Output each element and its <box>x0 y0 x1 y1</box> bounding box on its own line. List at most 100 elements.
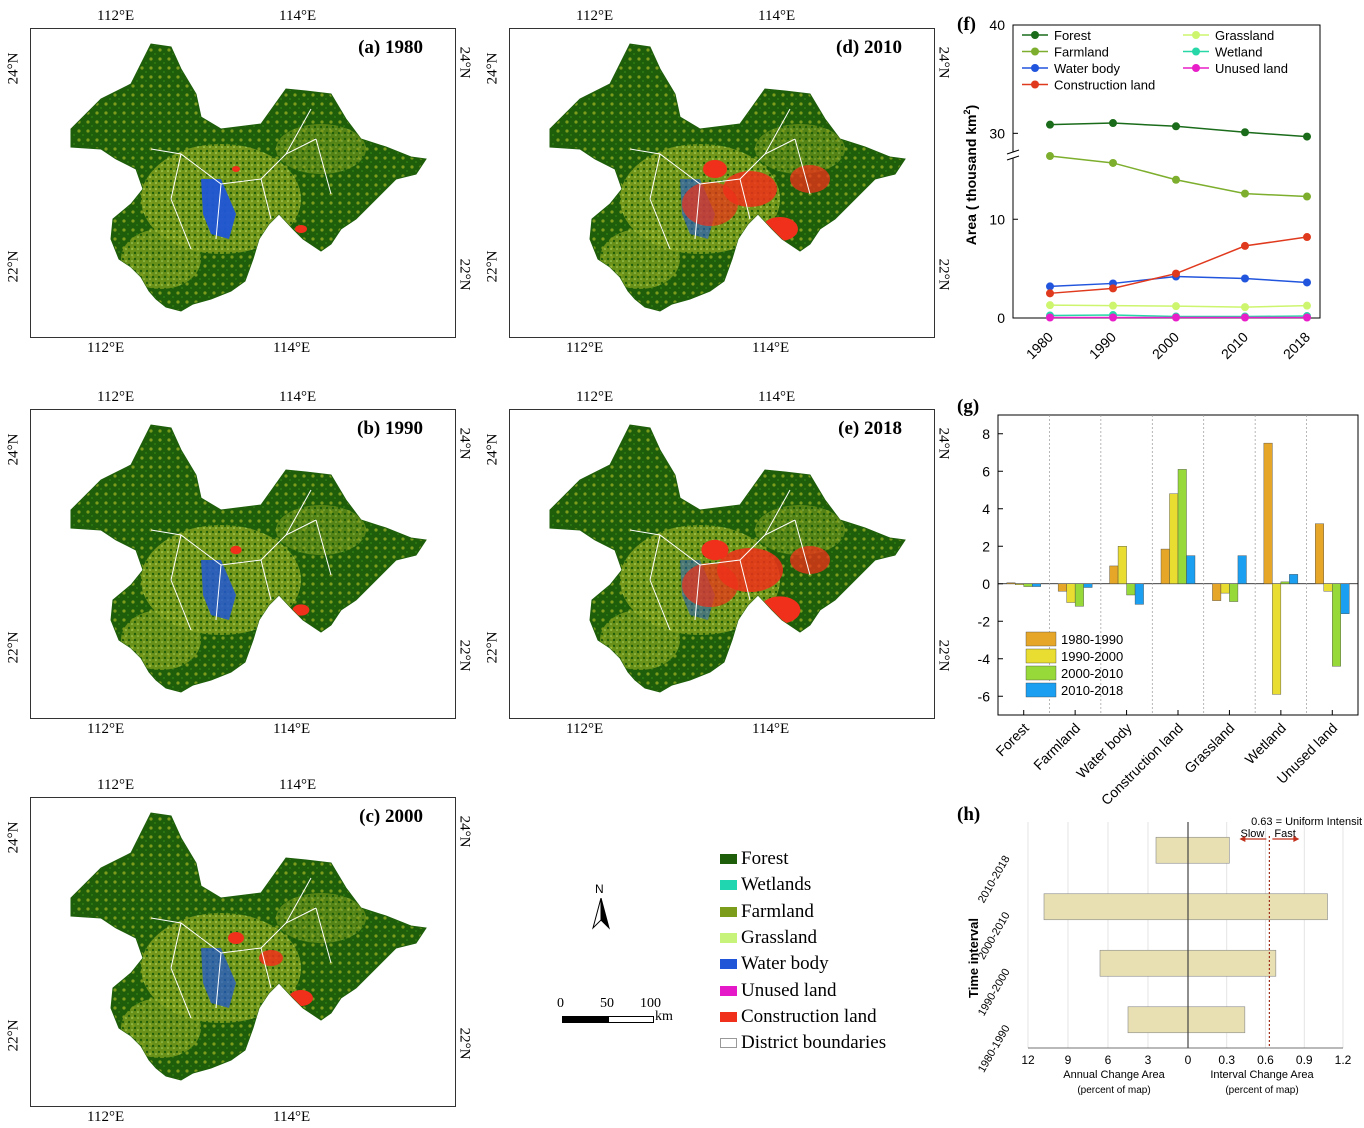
data-point <box>1109 158 1117 167</box>
legend-swatch <box>720 985 737 996</box>
data-point <box>1046 313 1054 322</box>
y-tick-label: 4 <box>982 501 990 517</box>
legend-marker <box>1192 31 1200 39</box>
legend-swatch <box>720 933 737 944</box>
legend-marker <box>1031 80 1039 89</box>
data-point <box>1303 278 1311 287</box>
series-line <box>1049 155 1308 198</box>
y-axis-label-sup: 2 <box>962 109 972 114</box>
map-title: (d) 2010 <box>836 37 902 58</box>
data-point <box>1172 122 1180 131</box>
data-point <box>1172 175 1180 184</box>
data-point <box>1303 132 1311 141</box>
bar <box>1032 583 1041 587</box>
y-tick-label: 30 <box>989 125 1005 141</box>
data-point <box>1241 241 1249 250</box>
legend-label: 1990-2000 <box>1061 649 1123 664</box>
legend-label: Farmland <box>741 900 814 922</box>
interval-bar <box>1187 836 1230 864</box>
bar <box>1289 574 1299 584</box>
y-tick-label: 8 <box>982 426 990 442</box>
legend-label: Water body <box>741 953 829 975</box>
bar <box>1315 523 1324 584</box>
legend-marker <box>1192 64 1200 72</box>
legend-label: Water body <box>1054 61 1120 76</box>
x-tick-label: 1980 <box>1023 329 1056 362</box>
uniform-intensity-label: 0.63 = Uniform Intensity <box>1251 816 1362 828</box>
data-point <box>1303 301 1311 310</box>
lon-label-top-left: 112°E <box>97 777 135 793</box>
interval-bar <box>1187 893 1328 921</box>
data-point <box>1241 274 1249 283</box>
lat-label-right-top: 24°N <box>935 46 952 79</box>
y-tick-label: -2 <box>978 613 991 629</box>
lon-label-top-left: 112°E <box>576 389 614 405</box>
north-arrow-icon <box>592 898 610 930</box>
scale-bar-black <box>562 1016 610 1023</box>
interval-bar <box>1187 949 1277 977</box>
data-point <box>1303 313 1311 322</box>
data-point <box>1109 313 1117 322</box>
map-title: (a) 1980 <box>358 37 423 58</box>
x-tick-label: Grassland <box>1181 720 1237 776</box>
legend-marker <box>1031 64 1039 72</box>
x-tick-label-right: 0.9 <box>1296 1053 1313 1067</box>
legend-marker <box>1031 47 1039 56</box>
legend-label: District boundaries <box>741 1032 887 1054</box>
x-tick-label-right: 0.6 <box>1257 1053 1274 1067</box>
bar <box>1074 583 1084 607</box>
lat-label-left-bottom: 22°N <box>484 250 501 283</box>
slow-label: Slow <box>1241 828 1265 840</box>
map-title: (c) 2000 <box>359 806 423 827</box>
y-axis-label: Time interval <box>966 918 981 998</box>
bar <box>1212 583 1222 601</box>
bar <box>1057 583 1067 592</box>
legend-swatch <box>720 1011 737 1022</box>
lon-label-top-left: 112°E <box>97 8 135 24</box>
legend-label: Grassland <box>741 927 817 949</box>
x-tick-label: 2018 <box>1280 329 1313 362</box>
chart-h-interval-intensity: 2010-20182000-20101990-20001980-19900.63… <box>966 816 1362 1096</box>
land-use-map <box>549 424 906 693</box>
data-point <box>1241 303 1249 312</box>
data-point <box>1046 289 1054 298</box>
legend-swatch <box>1025 648 1057 664</box>
bar <box>1169 493 1179 584</box>
scale-label-50: 50 <box>600 996 614 1011</box>
legend-item: Unused land <box>720 977 886 1003</box>
x-tick-label-left: 12 <box>1021 1053 1035 1067</box>
x-tick-label: 1990 <box>1086 329 1119 362</box>
lon-label-bottom-right: 114°E <box>752 721 790 737</box>
lat-label-left-bottom: 22°N <box>484 631 501 664</box>
legend-swatch <box>720 880 737 891</box>
lon-label-bottom-left: 112°E <box>87 721 125 737</box>
y-category-label: 2010-2018 <box>976 854 1013 906</box>
bar <box>1280 581 1290 584</box>
lat-label-right-bottom: 22°N <box>935 258 952 291</box>
bar <box>1023 583 1033 587</box>
lat-label-left-top: 24°N <box>484 433 501 466</box>
lon-label-bottom-right: 114°E <box>273 1109 311 1125</box>
legend-swatch <box>720 906 737 917</box>
lat-label-right-top: 24°N <box>935 427 952 460</box>
y-tick-label: -6 <box>978 688 991 704</box>
bar <box>1134 583 1144 605</box>
legend-label: 2000-2010 <box>1061 666 1123 681</box>
bar <box>1117 546 1127 584</box>
slow-arrowhead <box>1239 836 1246 842</box>
lat-label-left-top: 24°N <box>5 821 22 854</box>
legend-label: Farmland <box>1054 45 1109 60</box>
x-tick-label: 2010 <box>1218 329 1251 362</box>
data-point <box>1172 302 1180 311</box>
lon-label-bottom-left: 112°E <box>566 340 604 356</box>
legend-swatch <box>720 854 737 865</box>
north-label: N <box>595 882 604 896</box>
map-title: (b) 1990 <box>357 418 423 439</box>
legend-label: Wetlands <box>741 874 812 896</box>
x-tick-label: Farmland <box>1030 720 1083 773</box>
legend-label: Unused land <box>741 979 837 1001</box>
legend-label: 2010-2018 <box>1061 683 1123 698</box>
lon-label-bottom-right: 114°E <box>273 340 311 356</box>
map-panel-1: (a) 1980 <box>30 28 456 338</box>
legend-marker <box>1031 31 1039 39</box>
